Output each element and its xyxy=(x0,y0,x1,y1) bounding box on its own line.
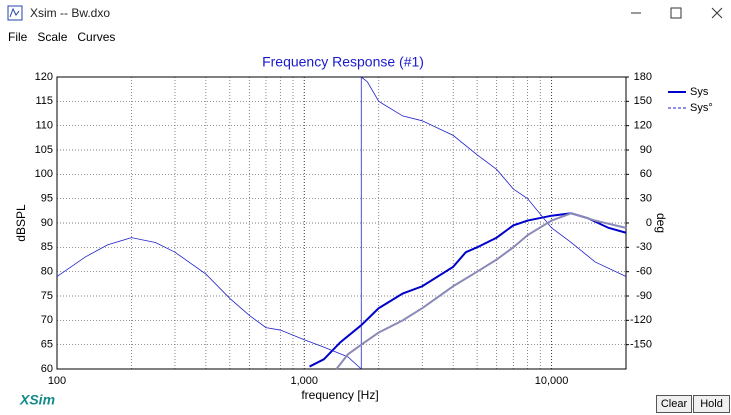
y2-tick-label: -30 xyxy=(636,241,652,253)
y-tick-label: 90 xyxy=(41,217,53,229)
series-line xyxy=(309,212,627,368)
y2-axis-label: deg xyxy=(654,213,668,233)
y-tick-label: 105 xyxy=(35,144,53,156)
y2-tick-label: 90 xyxy=(640,144,652,156)
clear-button[interactable]: Clear xyxy=(656,395,692,413)
y2-tick-label: -150 xyxy=(630,339,652,351)
x-axis-label: frequency [Hz] xyxy=(301,388,378,402)
y2-tick-label: 150 xyxy=(634,95,652,107)
logo: XSim xyxy=(19,392,55,408)
y-tick-label: 100 xyxy=(35,168,53,180)
y-tick-label: 110 xyxy=(35,120,53,132)
y-tick-label: 120 xyxy=(35,71,53,83)
title-bar: Xsim -- Bw.dxo xyxy=(0,0,731,27)
window-controls[interactable] xyxy=(591,0,731,27)
menu-item[interactable]: Curves xyxy=(77,30,116,44)
x-tick-label: 10,000 xyxy=(535,375,569,387)
y-tick-label: 75 xyxy=(41,290,53,302)
menu-item[interactable]: File xyxy=(8,30,28,44)
legend-label: Sys° xyxy=(690,102,713,114)
window-title: Xsim -- Bw.dxo xyxy=(30,6,111,20)
maximize[interactable] xyxy=(670,7,682,19)
y2-tick-label: -120 xyxy=(630,314,652,326)
y-tick-label: 85 xyxy=(41,241,53,253)
y2-tick-label: -90 xyxy=(636,290,652,302)
y-axis-label: dBSPL xyxy=(14,204,28,242)
x-tick-label: 100 xyxy=(48,375,66,387)
series-line xyxy=(56,237,362,370)
y2-tick-label: 0 xyxy=(646,217,652,229)
y2-tick-label: 30 xyxy=(640,193,652,205)
hold-button[interactable]: Hold xyxy=(693,395,730,413)
chart-title: Frequency Response (#1) xyxy=(262,54,424,70)
y2-tick-label: 60 xyxy=(640,168,652,180)
y-tick-label: 65 xyxy=(41,339,53,351)
y2-tick-label: 120 xyxy=(634,120,652,132)
y-tick-label: 95 xyxy=(41,193,53,205)
y-tick-label: 70 xyxy=(41,314,53,326)
y2-tick-label: -60 xyxy=(636,266,652,278)
x-tick-label: 1,000 xyxy=(291,375,319,387)
y-tick-label: 60 xyxy=(41,363,53,375)
menu-item[interactable]: Scale xyxy=(37,30,68,44)
menu-bar: File Scale Curves xyxy=(0,27,117,47)
plot-frame xyxy=(56,76,627,370)
y2-tick-label: 180 xyxy=(634,71,652,83)
y-tick-label: 115 xyxy=(35,95,53,107)
app-icon xyxy=(7,5,23,21)
close[interactable] xyxy=(711,7,723,19)
y-tick-label: 80 xyxy=(41,266,53,278)
series-line xyxy=(335,212,627,370)
series-line xyxy=(360,76,627,369)
legend-label: Sys xyxy=(690,86,709,98)
